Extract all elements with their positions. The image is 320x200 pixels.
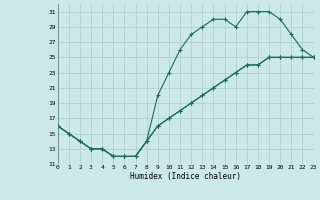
X-axis label: Humidex (Indice chaleur): Humidex (Indice chaleur): [130, 172, 241, 181]
